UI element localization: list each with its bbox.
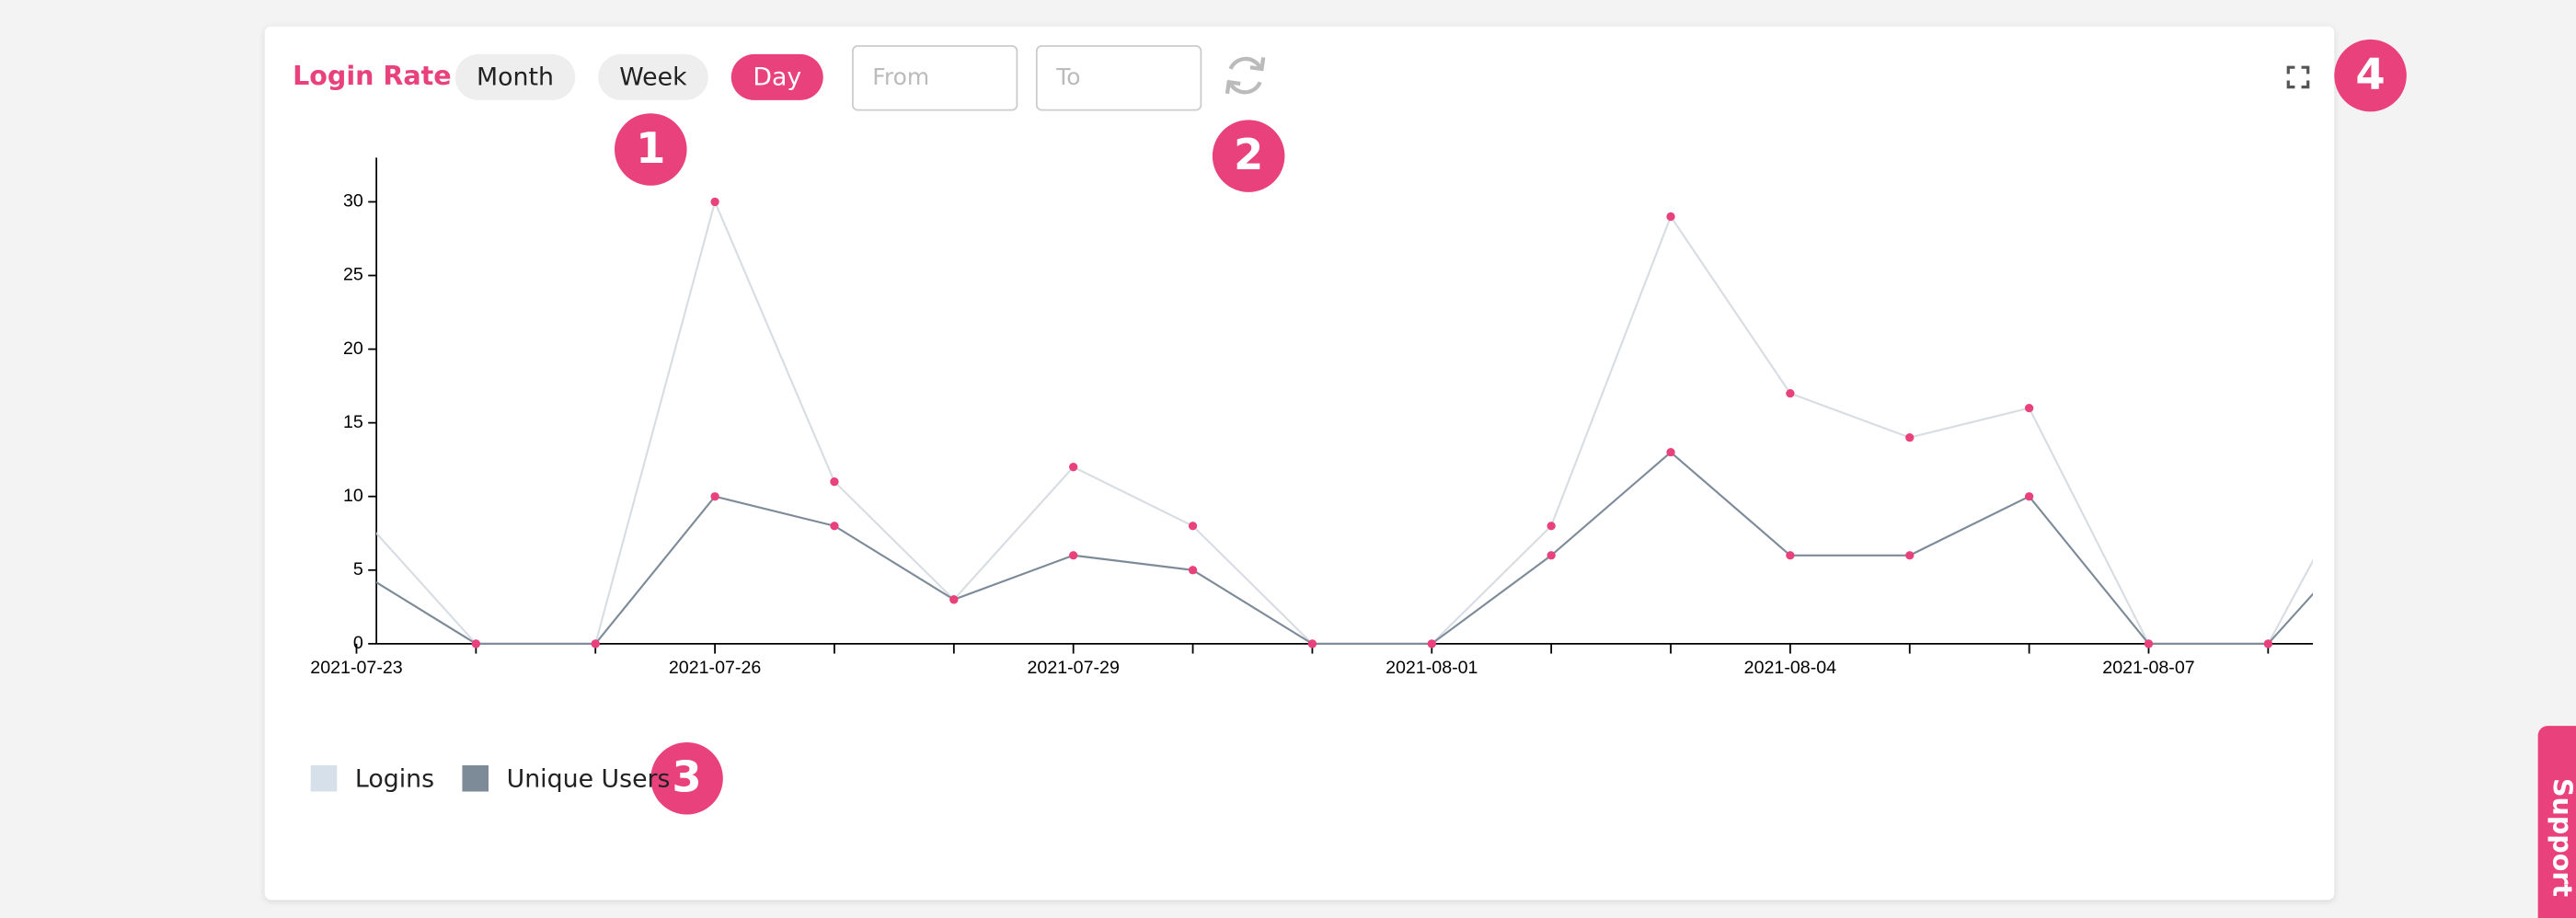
range-button-label: Week bbox=[619, 63, 687, 91]
data-point bbox=[2024, 403, 2034, 413]
card bbox=[264, 26, 2335, 901]
data-point bbox=[1905, 551, 1915, 560]
y-tick-label: 30 bbox=[343, 191, 363, 212]
legend-swatch bbox=[310, 764, 338, 792]
refresh-arc bbox=[1228, 56, 1262, 70]
range-button[interactable] bbox=[598, 53, 708, 100]
step-badge-number: 4 bbox=[2355, 49, 2385, 98]
data-point bbox=[1905, 433, 1915, 442]
data-point bbox=[710, 197, 719, 207]
step-badge-number: 2 bbox=[1234, 130, 1263, 179]
support-label: Support bbox=[2547, 778, 2576, 897]
data-point bbox=[1069, 463, 1078, 472]
data-point bbox=[1307, 639, 1317, 648]
step-badge bbox=[650, 741, 723, 815]
step-badge bbox=[2334, 39, 2407, 112]
range-button-label: Month bbox=[477, 63, 554, 91]
data-point bbox=[2024, 492, 2034, 501]
expand-corners bbox=[2286, 65, 2310, 89]
y-tick-label: 10 bbox=[343, 486, 363, 506]
y-tick-label: 25 bbox=[343, 265, 363, 285]
to-input[interactable] bbox=[1035, 45, 1202, 111]
y-tick-label: 20 bbox=[343, 339, 363, 359]
series-line bbox=[376, 451, 2314, 645]
expand-icon[interactable] bbox=[2286, 65, 2310, 89]
data-point bbox=[1188, 566, 1198, 575]
data-point bbox=[830, 477, 839, 487]
refresh-icon[interactable] bbox=[1225, 56, 1266, 95]
y-tick-label: 0 bbox=[353, 633, 363, 653]
range-button[interactable] bbox=[454, 53, 576, 100]
data-point bbox=[1786, 388, 1795, 398]
y-tick-label: 15 bbox=[343, 412, 363, 432]
legend-label: Unique Users bbox=[507, 765, 671, 794]
x-tick-label: 2021-08-04 bbox=[1744, 658, 1836, 678]
to-placeholder: To bbox=[1055, 63, 1080, 90]
step-badge bbox=[615, 113, 687, 186]
plot-area bbox=[376, 197, 2314, 648]
data-point bbox=[591, 639, 600, 648]
data-point bbox=[471, 639, 481, 648]
from-input[interactable] bbox=[851, 45, 1018, 111]
x-tick-label: 2021-07-26 bbox=[669, 658, 761, 678]
x-tick-label: 2021-08-01 bbox=[1386, 658, 1478, 678]
data-point bbox=[710, 492, 719, 501]
data-point bbox=[1786, 551, 1795, 560]
data-point bbox=[1666, 212, 1675, 222]
x-tick-label: 2021-07-29 bbox=[1027, 658, 1119, 678]
step-badge-number: 1 bbox=[636, 123, 665, 173]
refresh-arrow bbox=[1225, 79, 1241, 95]
step-badge bbox=[1212, 120, 1285, 192]
from-placeholder: From bbox=[872, 63, 929, 90]
data-point bbox=[1188, 522, 1198, 531]
data-point bbox=[949, 595, 959, 604]
step-badge-number: 3 bbox=[672, 752, 701, 802]
y-tick-label: 5 bbox=[353, 559, 363, 579]
chart: 0 5 10 15 20 25 30 2021-07-23 2021-07-26 2021-07-… bbox=[310, 157, 2314, 794]
data-point bbox=[1547, 522, 1556, 531]
range-button[interactable] bbox=[730, 53, 823, 100]
x-tick-label: 2021-08-07 bbox=[2102, 658, 2194, 678]
data-point bbox=[830, 522, 839, 531]
refresh-arrow bbox=[1249, 57, 1266, 72]
data-point bbox=[1666, 448, 1675, 457]
widget-title: Login Rate bbox=[293, 60, 452, 91]
data-point bbox=[1069, 551, 1078, 560]
data-point bbox=[2144, 639, 2154, 648]
x-tick-label: 2021-07-23 bbox=[310, 658, 402, 678]
legend-swatch bbox=[462, 764, 489, 792]
data-point bbox=[2263, 639, 2272, 648]
data-point bbox=[1427, 639, 1436, 648]
legend-label: Logins bbox=[355, 765, 434, 794]
range-button-label: Day bbox=[753, 63, 801, 91]
data-point bbox=[1547, 551, 1556, 560]
support-tab[interactable] bbox=[2537, 726, 2576, 918]
refresh-arc bbox=[1228, 81, 1262, 95]
